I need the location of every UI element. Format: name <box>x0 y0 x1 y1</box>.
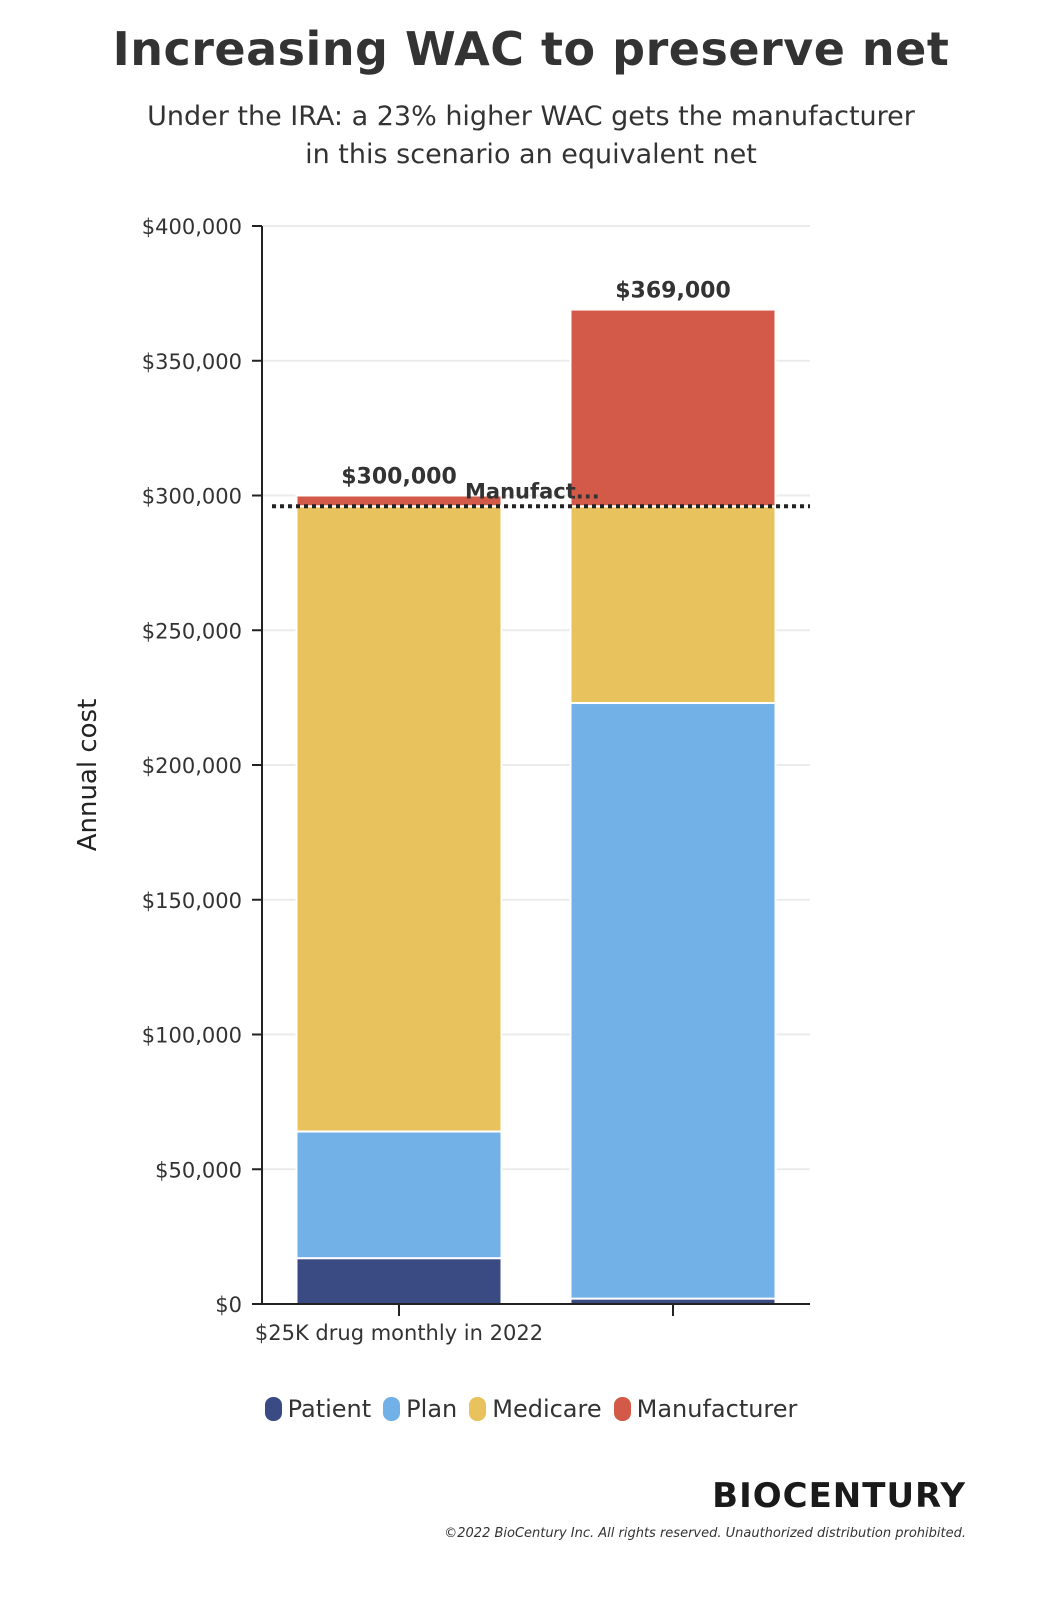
legend-swatch <box>613 1396 631 1421</box>
bar-patient-1 <box>295 1257 503 1306</box>
bar-medicare-2 <box>569 505 777 705</box>
bar-manufacturer-1 <box>295 494 503 508</box>
legend-item-manufacturer: Manufacturer <box>613 1394 798 1423</box>
copyright-notice: ©2022 BioCentury Inc. All rights reserve… <box>444 1526 966 1541</box>
reference-line-label: Manufact... <box>465 479 600 503</box>
brand-logo: BIOCENTURY <box>712 1476 966 1516</box>
stacked-bar-chart: $0 $50,000 $100,000 $150,000 $200,000 $250,00… <box>73 215 810 1345</box>
total-label-1: $300,000 <box>341 465 457 490</box>
legend-label: Manufacturer <box>636 1394 798 1423</box>
legend-item-patient: Patient <box>264 1394 372 1423</box>
y-tick-label: $300,000 <box>142 485 242 509</box>
bar-plan-1 <box>295 1130 503 1260</box>
y-tick-label: $100,000 <box>142 1024 242 1048</box>
legend-label: Plan <box>406 1394 458 1423</box>
legend-item-plan: Plan <box>383 1394 457 1423</box>
y-tick-label: $0 <box>215 1293 242 1317</box>
subtitle-line-1: Under the IRA: a 23% higher WAC gets the… <box>147 101 915 132</box>
y-tick-label: $350,000 <box>142 350 242 374</box>
bar-manufacturer-2 <box>569 308 777 508</box>
legend-label: Medicare <box>492 1394 602 1423</box>
x-tick-label: $25K drug monthly in 2022 <box>255 1321 543 1345</box>
legend: Patient Plan Medicare Manufacturer <box>0 1393 1062 1423</box>
subtitle-line-2: in this scenario an equivalent net <box>305 139 757 170</box>
legend-item-medicare: Medicare <box>469 1394 602 1423</box>
total-label-2: $369,000 <box>615 279 731 304</box>
y-axis-label: Annual cost <box>73 699 103 852</box>
chart-title: Increasing WAC to preserve net <box>112 22 950 76</box>
legend-swatch <box>383 1396 401 1421</box>
bar-plan-2 <box>569 702 777 1300</box>
bar-medicare-1 <box>295 505 503 1133</box>
legend-label: Patient <box>287 1394 372 1423</box>
chart-subtitle: Under the IRA: a 23% higher WAC gets the… <box>60 98 1002 174</box>
y-tick-label: $250,000 <box>142 619 242 643</box>
y-tick-label: $200,000 <box>142 754 242 778</box>
y-tick-label: $400,000 <box>142 215 242 239</box>
y-tick-label: $50,000 <box>155 1158 242 1182</box>
y-tick-label: $150,000 <box>142 889 242 913</box>
legend-swatch <box>469 1396 487 1421</box>
legend-swatch <box>264 1396 282 1421</box>
